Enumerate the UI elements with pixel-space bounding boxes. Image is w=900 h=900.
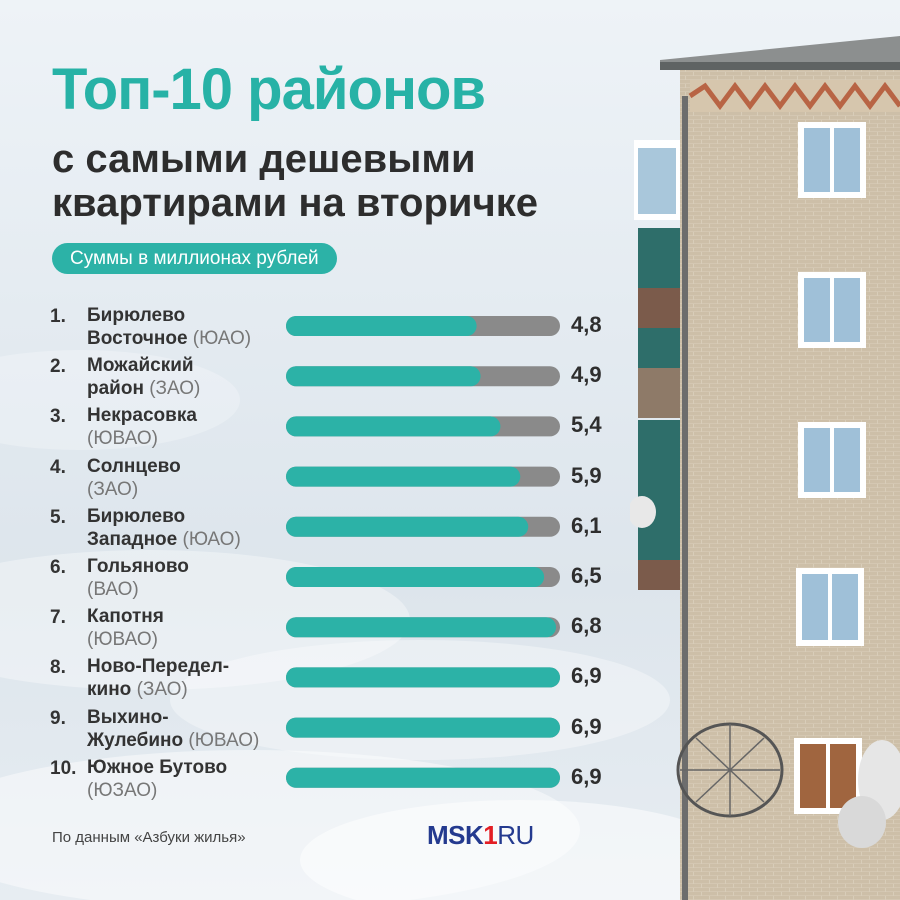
source-note: По данным «Азбуки жилья» — [52, 829, 246, 846]
district-label: Выхино- Жулебино (ЮВАО) — [87, 706, 259, 752]
district-label: Бирюлево Восточное (ЮАО) — [87, 304, 251, 350]
district-name: Южное Бутово — [87, 756, 228, 778]
district-name: Можайский — [87, 355, 194, 377]
district-name: Солнцево — [87, 455, 181, 477]
okrug-label: (ЗАО) — [87, 478, 139, 500]
okrug-label: (ЮВАО) — [87, 629, 158, 651]
district-label: Южное Бутово (ЮЗАО) — [87, 756, 227, 802]
value-label: 4,9 — [571, 362, 602, 388]
value-label: 6,5 — [571, 563, 602, 588]
rank-label: 7. — [50, 607, 66, 629]
district-name: Бирюлево — [87, 305, 186, 326]
value-label: 6,8 — [571, 613, 602, 639]
value-label: 5,9 — [571, 462, 602, 488]
apartment-building-image — [630, 36, 900, 900]
value-label: 6,1 — [571, 512, 602, 538]
rank-label: 4. — [50, 456, 66, 478]
district-name: Бирюлево — [87, 505, 186, 527]
rank-label: 1. — [50, 306, 66, 327]
value-label: 6,9 — [571, 713, 602, 739]
chart-subtitle: с самыми дешевыми квартирами на вторичке — [52, 137, 538, 225]
bar — [286, 667, 560, 688]
okrug-label: (ВАО) — [87, 579, 139, 600]
okrug-label: (ЗАО) — [136, 679, 188, 701]
rank-label: 10. — [50, 757, 77, 779]
bar — [286, 516, 529, 537]
district-name-line2: (ЮЗАО) — [87, 780, 157, 801]
district-label: Ново-Передел-кино (ЗАО) — [87, 655, 229, 701]
bar — [286, 466, 521, 487]
district-label: Капотня (ЮВАО) — [87, 605, 164, 651]
subtitle-line-2: квартирами на вторичке — [52, 181, 538, 225]
value-label: 6,9 — [571, 663, 602, 689]
bar — [286, 767, 560, 788]
rank-label: 5. — [50, 506, 66, 528]
district-name: Ново-Передел- — [87, 656, 230, 678]
district-name-line2: (ЮВАО) — [87, 428, 158, 449]
value-label: 6,9 — [571, 763, 602, 789]
okrug-label: (ЮВАО) — [188, 729, 260, 751]
district-name-line2: Восточное (ЮАО) — [87, 328, 252, 349]
bar — [286, 567, 545, 587]
rank-label: 9. — [50, 707, 66, 729]
bar — [286, 617, 557, 638]
district-name: Некрасовка — [87, 405, 197, 427]
units-badge: Суммы в миллионах рублей — [52, 243, 337, 274]
rank-label: 8. — [50, 657, 66, 679]
value-label: 5,4 — [571, 412, 602, 438]
district-label: Гольяново (ВАО) — [87, 555, 189, 601]
bar — [286, 416, 501, 437]
district-label: Бирюлево Западное (ЮАО) — [87, 505, 241, 551]
rank-label: 2. — [50, 356, 66, 378]
district-name-line2: (ЗАО) — [87, 479, 138, 500]
subtitle-line-1: с самыми дешевыми — [52, 137, 476, 181]
msk1-logo: MSK1RU — [427, 820, 534, 850]
district-name-line2: Жулебино (ЮВАО) — [87, 729, 260, 751]
district-name-line2: (ВАО) — [87, 579, 139, 600]
district-name-line2: кино (ЗАО) — [87, 679, 188, 701]
district-label: Некрасовка (ЮВАО) — [87, 404, 197, 450]
okrug-label: (ЮЗАО) — [87, 779, 158, 801]
district-name: Капотня — [87, 606, 164, 628]
value-label: 4,8 — [571, 312, 602, 337]
rank-label: 3. — [50, 406, 66, 428]
district-name: Гольяново — [87, 556, 189, 577]
bar — [286, 717, 560, 738]
bar — [286, 366, 481, 387]
okrug-label: (ЮВАО) — [87, 428, 158, 450]
district-name: Выхино- — [87, 706, 169, 728]
rank-label: 6. — [50, 557, 66, 578]
okrug-label: (ЮАО) — [192, 328, 252, 349]
district-name-line2: Западное (ЮАО) — [87, 528, 241, 550]
chart-title: Топ-10 районов — [52, 57, 486, 122]
district-name-line2: район (ЗАО) — [87, 378, 201, 400]
bar — [286, 316, 477, 336]
district-name-line2: (ЮВАО) — [87, 629, 158, 650]
okrug-label: (ЮАО) — [182, 528, 241, 550]
okrug-label: (ЗАО) — [149, 378, 201, 400]
district-label: Солнцево (ЗАО) — [87, 455, 181, 501]
district-label: Можайский район (ЗАО) — [87, 354, 200, 400]
